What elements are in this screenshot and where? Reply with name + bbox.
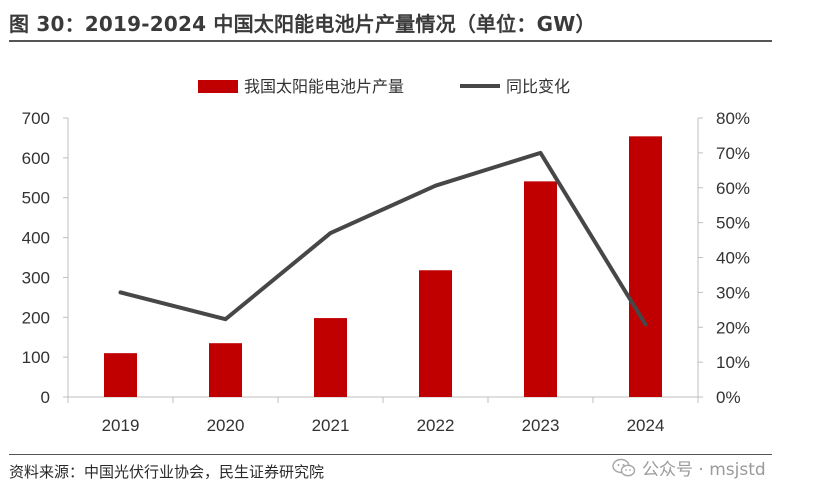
bar bbox=[524, 181, 557, 397]
legend-label-line: 同比变化 bbox=[506, 77, 570, 96]
x-tick-label: 2020 bbox=[207, 416, 245, 435]
bar bbox=[314, 318, 347, 397]
x-tick-label: 2019 bbox=[102, 416, 140, 435]
chart: 0 100 200 300 400 500 600 700 0% 10% 20% 30% 40% 50% 6… bbox=[22, 77, 750, 435]
y-left-tick-label: 100 bbox=[22, 348, 50, 367]
wechat-icon bbox=[612, 458, 636, 476]
y-left-tick-label: 400 bbox=[22, 229, 50, 248]
y-right-tick-label: 0% bbox=[716, 388, 741, 407]
y-right-tick-label: 10% bbox=[716, 353, 750, 372]
x-tick-label: 2022 bbox=[417, 416, 455, 435]
source-rule bbox=[9, 454, 772, 455]
y-right-tick-label: 20% bbox=[716, 318, 750, 337]
legend-label-bar: 我国太阳能电池片产量 bbox=[244, 77, 404, 96]
y-right-tick-label: 40% bbox=[716, 249, 750, 268]
figure-title: 图 30：2019-2024 中国太阳能电池片产量情况（单位：GW） bbox=[9, 12, 596, 36]
source-note: 资料来源：中国光伏行业协会，民生证券研究院 bbox=[9, 463, 325, 481]
y-left-tick-label: 200 bbox=[22, 308, 50, 327]
y-right-tick-label: 60% bbox=[716, 179, 750, 198]
y-left-tick-label: 500 bbox=[22, 189, 50, 208]
yoy-line bbox=[118, 150, 648, 327]
y-left-tick-label: 600 bbox=[22, 149, 50, 168]
y-right-tick-label: 30% bbox=[716, 283, 750, 302]
x-tick-label: 2021 bbox=[312, 416, 350, 435]
y-left-tick-label: 700 bbox=[22, 109, 50, 128]
x-tick-label: 2023 bbox=[522, 416, 560, 435]
bar bbox=[209, 343, 242, 397]
y-left-tick-label: 300 bbox=[22, 268, 50, 287]
title-rule bbox=[9, 40, 772, 42]
bar bbox=[419, 270, 452, 397]
y-right-tick-label: 50% bbox=[716, 214, 750, 233]
bar bbox=[629, 136, 662, 397]
watermark: 公众号 · msjstd bbox=[612, 455, 766, 480]
bar bbox=[104, 353, 137, 397]
x-tick-label: 2024 bbox=[627, 416, 665, 435]
y-right-tick-label: 80% bbox=[716, 109, 750, 128]
y-right-tick-label: 70% bbox=[716, 144, 750, 163]
legend-swatch-bar bbox=[198, 80, 238, 93]
y-left-tick-label: 0 bbox=[41, 388, 50, 407]
watermark-text: 公众号 · msjstd bbox=[642, 460, 766, 480]
